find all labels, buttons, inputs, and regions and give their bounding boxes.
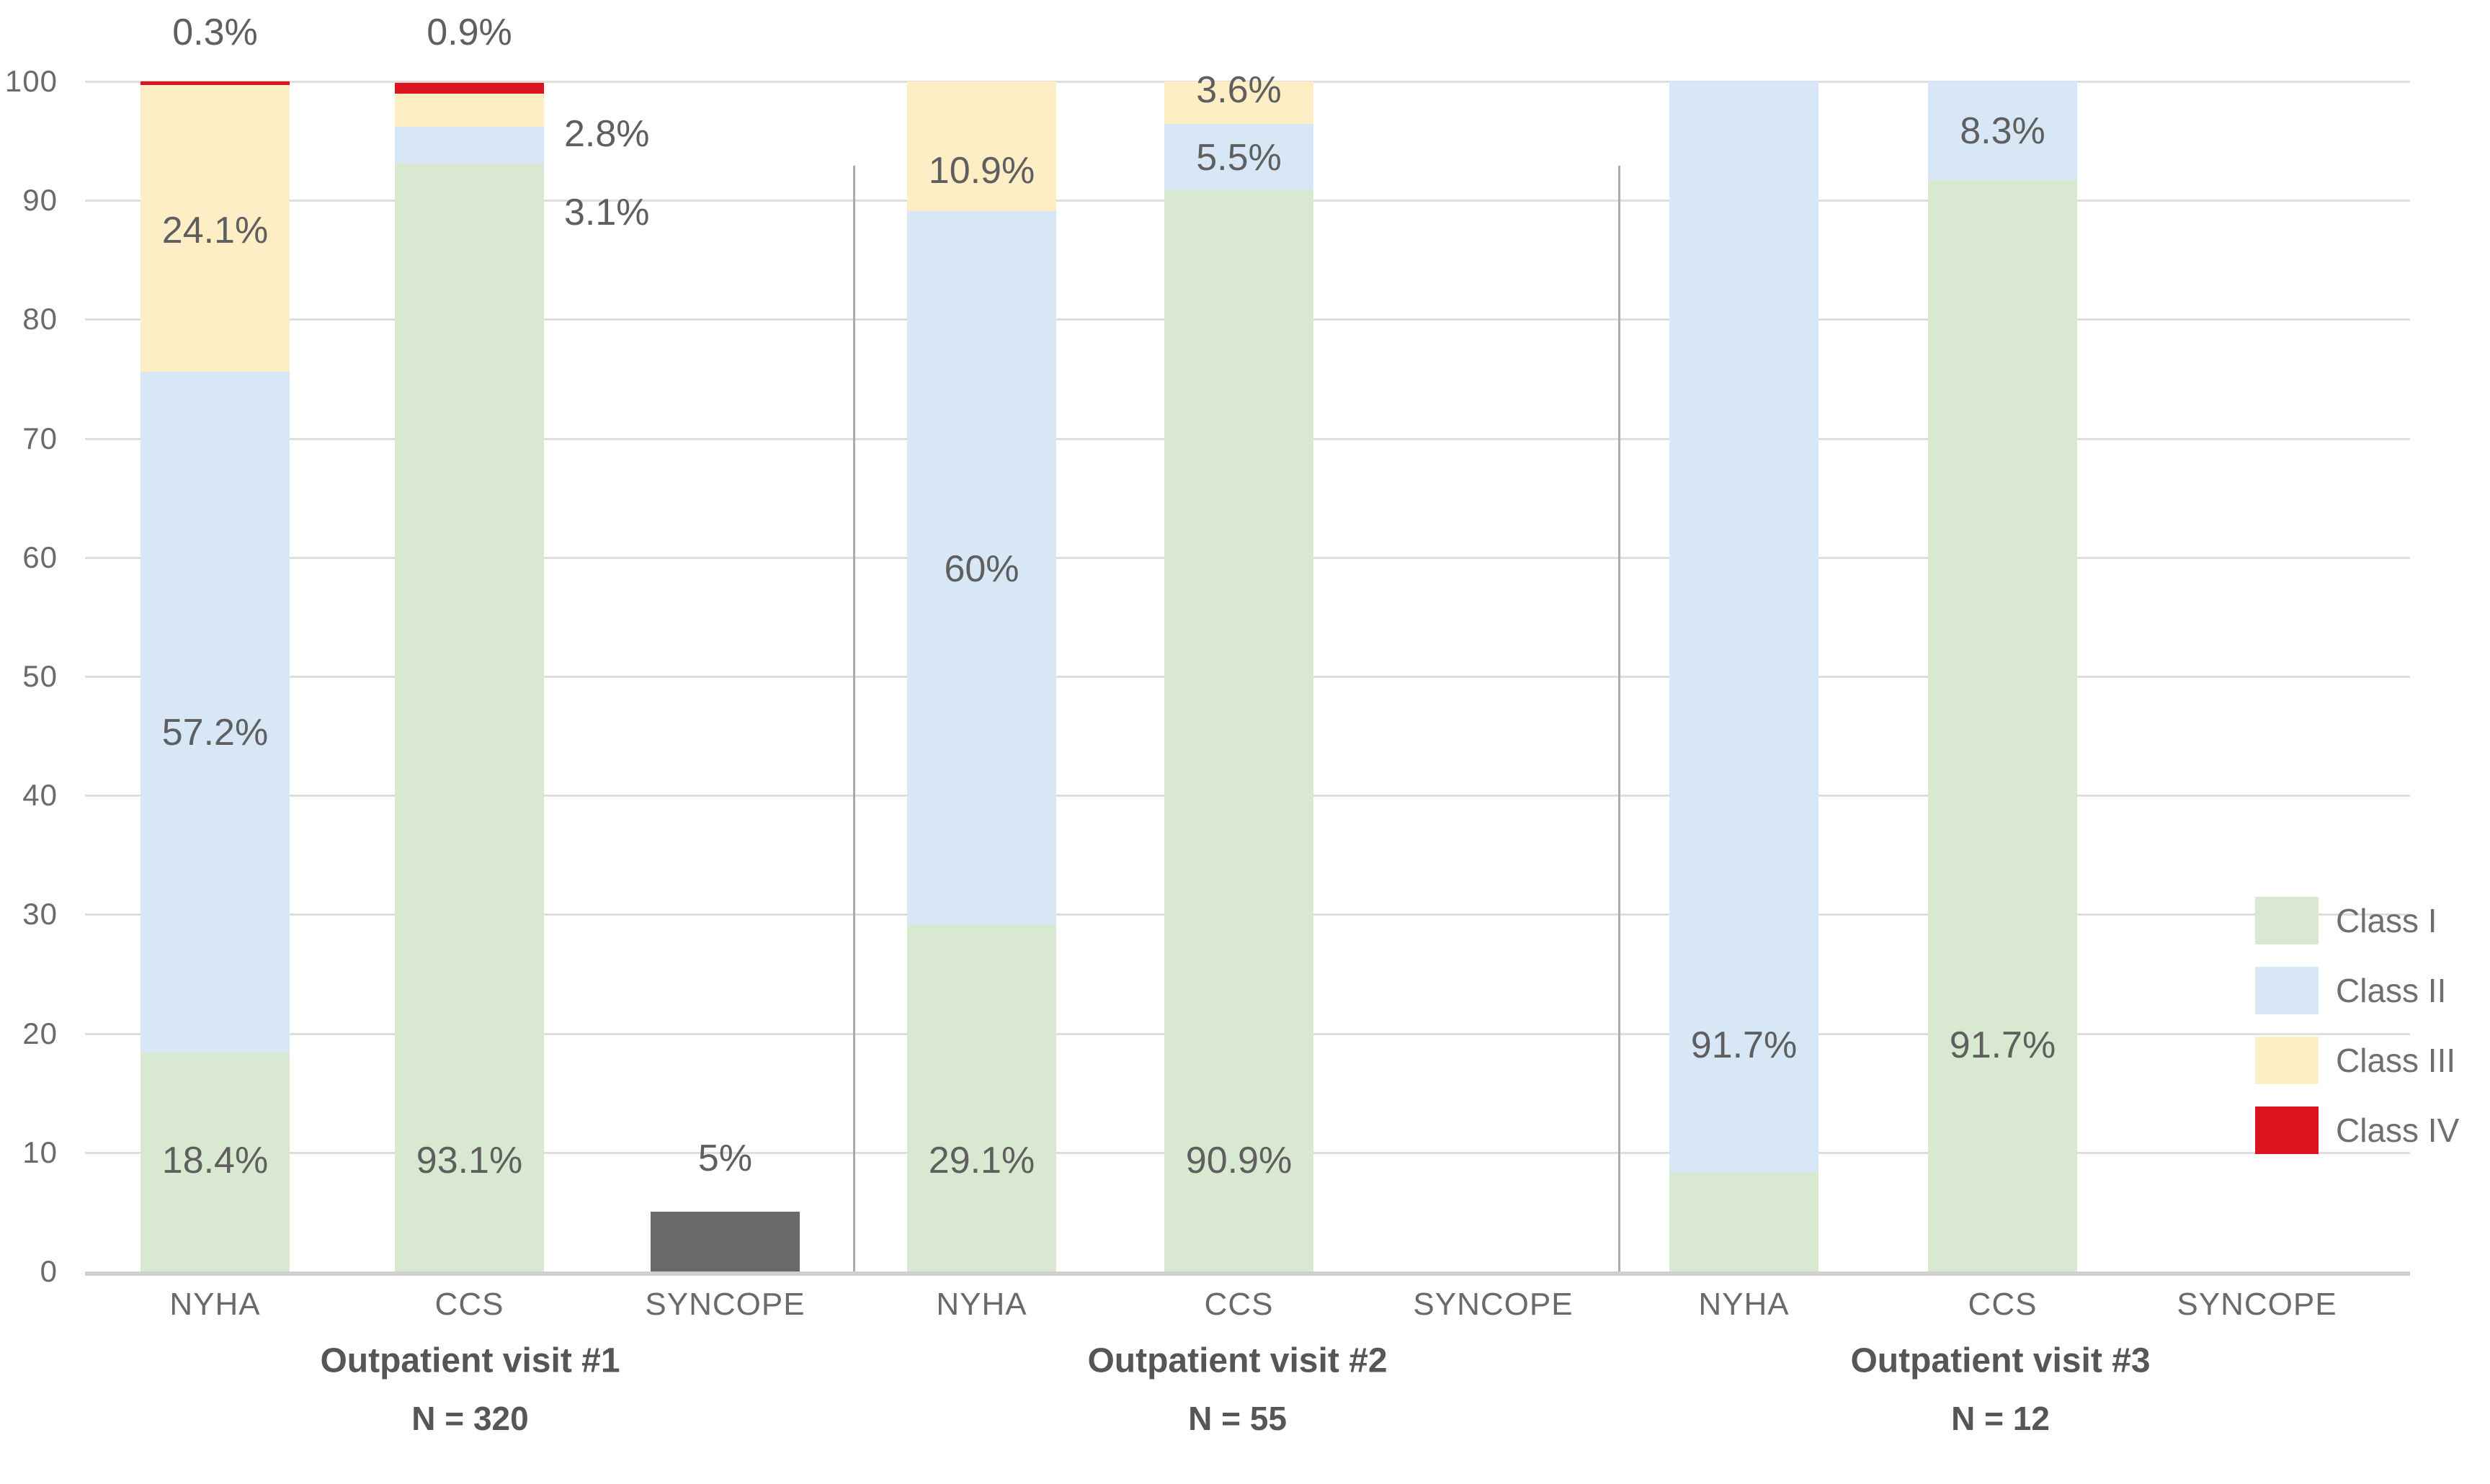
- x-category-label: CCS: [1204, 1287, 1274, 1322]
- bar-segment-class-ii: [1669, 81, 1819, 1173]
- group-n-label: N = 320: [411, 1400, 529, 1437]
- data-label: 2.8%: [564, 112, 650, 155]
- bar-segment-class-ii: [140, 372, 290, 1053]
- y-tick-label: 90: [22, 183, 58, 218]
- bar-segment-class-iii: [1164, 81, 1313, 125]
- bar-segment-class-ii: [1164, 124, 1313, 190]
- bar-segment-class-iii: [907, 81, 1056, 212]
- data-label: 91.7%: [1690, 1024, 1798, 1067]
- data-label: 93.1%: [416, 1140, 523, 1182]
- data-label: 24.1%: [161, 209, 269, 251]
- bar-segment-class-ii: [1928, 81, 2077, 181]
- legend-swatch-class-ii: [2255, 967, 2319, 1014]
- data-label: 18.4%: [161, 1140, 269, 1182]
- data-label: 8.3%: [1960, 110, 2045, 153]
- y-tick-label: 20: [22, 1016, 58, 1050]
- data-label: 0.3%: [172, 12, 258, 53]
- group-n-label: N = 12: [1951, 1400, 2050, 1437]
- group-divider-line: [1618, 166, 1620, 1271]
- legend-label: Class III: [2336, 1042, 2456, 1079]
- y-tick-label: 70: [22, 421, 58, 455]
- y-tick-label: 100: [4, 64, 58, 98]
- x-category-label: CCS: [1968, 1287, 2038, 1322]
- legend-swatch-class-i: [2255, 897, 2319, 944]
- bar-segment-class-iv: [395, 82, 544, 94]
- bar-segment-class-ii: [907, 211, 1056, 926]
- data-label: 5.5%: [1196, 136, 1282, 179]
- y-tick-label: 10: [22, 1135, 58, 1169]
- bar-segment-class-ii: [395, 126, 544, 164]
- legend-label: Class IV: [2336, 1112, 2460, 1149]
- y-tick-label: 80: [22, 302, 58, 336]
- data-label: 60%: [944, 548, 1019, 591]
- group-n-label: N = 55: [1188, 1400, 1287, 1437]
- legend-label: Class I: [2336, 902, 2437, 939]
- bar-segment-class-i: [140, 1052, 290, 1271]
- bar-segment-class-iii: [395, 93, 544, 127]
- data-label: 5%: [697, 1137, 753, 1180]
- group-title: Outpatient visit #3: [1850, 1341, 2151, 1380]
- data-label: 3.1%: [564, 191, 650, 233]
- y-tick-label: 0: [40, 1254, 58, 1288]
- data-label: 29.1%: [928, 1140, 1035, 1182]
- data-label: 91.7%: [1949, 1024, 2056, 1067]
- y-tick-label: 60: [22, 540, 58, 574]
- legend-swatch-class-iii: [2255, 1037, 2319, 1084]
- data-label: 10.9%: [928, 149, 1035, 192]
- data-label: 57.2%: [161, 711, 269, 754]
- legend-label: Class II: [2336, 972, 2447, 1009]
- group-divider-line: [853, 166, 855, 1271]
- group-title: Outpatient visit #2: [1087, 1341, 1388, 1380]
- bar-segment-class-iii: [140, 84, 290, 372]
- x-category-label: CCS: [434, 1287, 504, 1322]
- legend-swatch-class-iv: [2255, 1107, 2319, 1154]
- x-category-label: NYHA: [1698, 1287, 1790, 1322]
- x-category-label: NYHA: [169, 1287, 261, 1322]
- bar-segment-class-i: [1928, 180, 2077, 1271]
- x-category-label: SYNCOPE: [1413, 1287, 1574, 1322]
- bar-segment-class-i: [1164, 189, 1313, 1271]
- bar-segment-class-i: [1669, 1172, 1819, 1271]
- y-tick-label: 40: [22, 778, 58, 813]
- data-label: 0.9%: [427, 12, 512, 53]
- y-tick-label: 50: [22, 659, 58, 693]
- x-category-label: SYNCOPE: [645, 1287, 806, 1322]
- y-tick-label: 30: [22, 897, 58, 931]
- data-label: 3.6%: [1196, 68, 1282, 111]
- data-label: 90.9%: [1185, 1140, 1293, 1182]
- bar-segment-class-i: [395, 163, 544, 1271]
- bar-segment-class-iv: [140, 81, 290, 85]
- bar-segment-syncope: [651, 1212, 800, 1271]
- bar-segment-class-i: [907, 925, 1056, 1271]
- x-category-label: NYHA: [936, 1287, 1027, 1322]
- x-category-label: SYNCOPE: [2177, 1287, 2337, 1322]
- x-axis-baseline: [85, 1271, 2410, 1276]
- group-title: Outpatient visit #1: [320, 1341, 620, 1380]
